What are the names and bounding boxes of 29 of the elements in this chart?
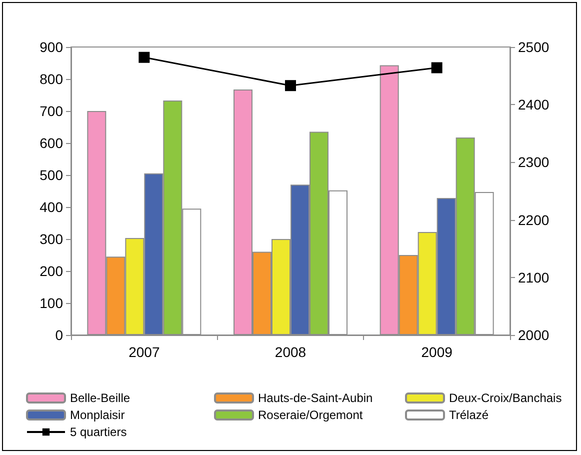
legend-label: Trélazé	[449, 408, 489, 422]
y-tick-label: 400	[40, 199, 64, 215]
y-tick-label: 500	[40, 167, 64, 183]
y-tick-label: 300	[40, 231, 64, 247]
y-tick-label: 700	[40, 103, 64, 119]
point	[138, 52, 150, 63]
y2-tick-label: 2500	[518, 39, 550, 55]
x-tick-label: 2007	[128, 344, 160, 360]
legend-label: Roseraie/Orgemont	[258, 408, 364, 422]
y2-tick-label: 2200	[518, 212, 550, 228]
legend-label: Belle-Beille	[70, 391, 130, 405]
y-tick-label: 600	[40, 135, 64, 151]
legend-label: 5 quartiers	[70, 425, 127, 439]
x-tick-label: 2008	[274, 344, 306, 360]
y-tick-label: 800	[40, 71, 64, 87]
point	[431, 62, 442, 74]
y-tick-label: 0	[55, 327, 64, 343]
y2-tick-label: 2300	[518, 154, 550, 170]
y2-tick-label: 2000	[518, 327, 550, 343]
y2-tick-label: 2400	[518, 96, 550, 113]
y-tick-label: 200	[40, 263, 64, 279]
legend-label: Deux-Croix/Banchais	[449, 391, 562, 405]
x-tick-label: 2009	[421, 344, 453, 360]
point	[285, 80, 296, 92]
legend-label: Monplaisir	[70, 408, 125, 422]
y-tick-label: 900	[40, 39, 64, 55]
y2-tick-label: 2100	[518, 269, 550, 286]
legend-label: Hauts-de-Saint-Aubin	[258, 391, 373, 405]
y-tick-label: 100	[40, 295, 64, 311]
